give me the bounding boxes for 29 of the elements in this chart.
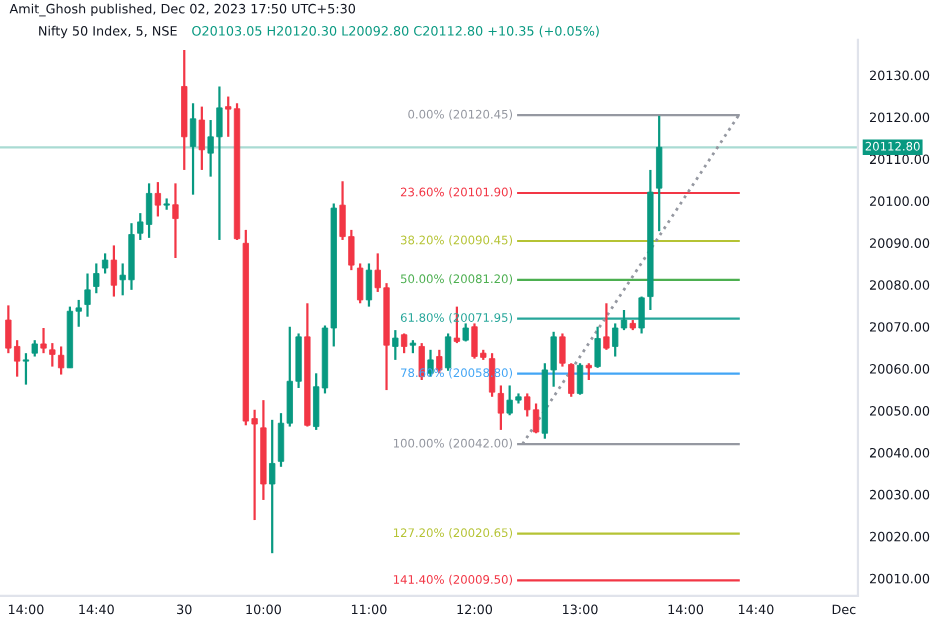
candlestick [357, 262, 364, 305]
candlestick [189, 102, 197, 196]
candlestick [568, 362, 575, 398]
candlestick [269, 418, 276, 555]
candlestick [93, 262, 100, 295]
candlestick [638, 295, 645, 335]
candlestick [22, 352, 30, 386]
candlestick [365, 262, 373, 308]
candlestick [603, 302, 610, 351]
candlestick [145, 182, 153, 239]
candlestick [594, 325, 601, 369]
candlestick [400, 332, 408, 355]
candlestick [198, 105, 205, 172]
candlestick [101, 252, 109, 275]
candlestick [57, 345, 65, 376]
candlestick [392, 329, 399, 361]
candlestick [40, 326, 47, 355]
candlestick [497, 384, 505, 432]
candlestick [612, 322, 619, 358]
candlestick [559, 332, 566, 368]
candlestick [576, 362, 584, 396]
candlestick [154, 180, 162, 218]
candlestick [84, 272, 91, 318]
candlestick [656, 114, 663, 233]
candlestick [110, 244, 118, 298]
candlestick [444, 332, 452, 372]
candlestick [172, 182, 179, 260]
candlestick [49, 342, 56, 368]
candlestick [532, 402, 540, 435]
